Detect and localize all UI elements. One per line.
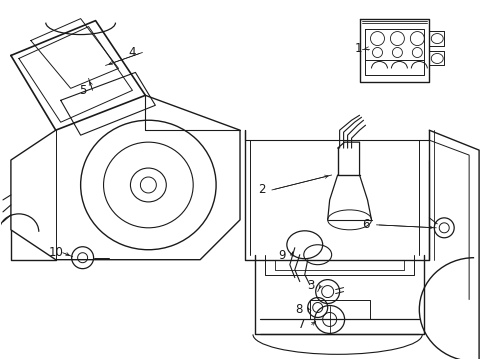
Text: 3: 3 [306, 279, 313, 292]
Text: 9: 9 [277, 249, 285, 262]
Text: 5: 5 [79, 84, 86, 97]
Text: 10: 10 [49, 246, 63, 259]
Text: 1: 1 [354, 42, 361, 55]
Text: 6: 6 [362, 218, 369, 231]
Text: 2: 2 [258, 184, 265, 197]
Text: 4: 4 [128, 46, 136, 59]
Text: 7: 7 [297, 318, 305, 331]
Text: 8: 8 [294, 303, 302, 316]
